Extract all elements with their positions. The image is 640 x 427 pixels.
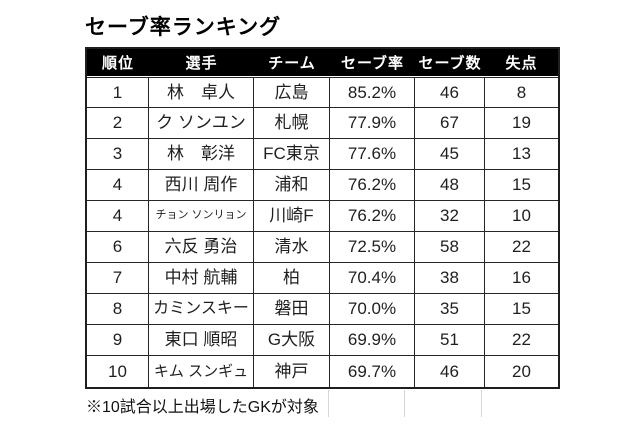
cell-saves: 48 [415,170,485,201]
cell-rank: 9 [87,325,149,356]
cell-rank: 2 [87,108,149,139]
cell-rank: 7 [87,263,149,294]
cell-conceded: 20 [485,356,558,387]
cell-team: 磐田 [254,294,330,325]
header-row: 順位 選手 チーム セーブ率 セーブ数 失点 [87,49,558,77]
table-row: 7 中村 航輔柏 70.4% 38 16 [87,263,558,294]
cell-team: 川崎F [254,201,330,232]
cell-save-rate: 76.2% [330,201,415,232]
cell-rank: 1 [87,77,149,108]
cell-conceded: 22 [485,325,558,356]
column-header-save-rate: セーブ率 [330,49,415,77]
cell-conceded: 8 [485,77,558,108]
cell-save-rate: 77.9% [330,108,415,139]
cell-save-rate: 69.7% [330,356,415,387]
cell-save-rate: 85.2% [330,77,415,108]
cell-saves: 51 [415,325,485,356]
table-row: 6 六反 勇治 清水 72.5% 58 22 [87,232,558,263]
cell-player: 中村 航輔 [149,263,254,294]
table-row: 10 キム スンギュ 神戸 69.7% 46 20 [87,356,558,387]
cell-saves: 35 [415,294,485,325]
cell-rank: 8 [87,294,149,325]
cell-conceded: 15 [485,170,558,201]
cell-saves: 67 [415,108,485,139]
cell-rank: 3 [87,139,149,170]
table-row: 9 東口 順昭 G大阪 69.9% 51 22 [87,325,558,356]
spreadsheet-gridline [328,390,329,417]
cell-conceded: 19 [485,108,558,139]
footnote: ※10試合以上出場したGKが対象 [86,399,319,416]
cell-team: 札幌 [254,108,330,139]
cell-team: G大阪 [254,325,330,356]
spreadsheet-gridline [481,390,482,417]
cell-save-rate: 70.4% [330,263,415,294]
cell-conceded: 22 [485,232,558,263]
spreadsheet-gridline [404,390,405,417]
cell-conceded: 15 [485,294,558,325]
cell-player: キム スンギュ [149,356,254,387]
column-header-team: チーム [254,49,330,77]
cell-player: チョン ソンリョン [149,201,254,232]
cell-conceded: 13 [485,139,558,170]
cell-player: カミンスキー [149,294,254,325]
cell-conceded: 10 [485,201,558,232]
cell-save-rate: 72.5% [330,232,415,263]
column-header-saves: セーブ数 [415,49,485,77]
cell-team: 広島 [254,77,330,108]
cell-player: 林 卓人 [149,77,254,108]
cell-saves: 45 [415,139,485,170]
cell-player: 六反 勇治 [149,232,254,263]
page-title: セーブ率ランキング [85,16,282,39]
column-header-conceded: 失点 [485,49,558,77]
cell-team: 浦和 [254,170,330,201]
table-row: 4 西川 周作 浦和 76.2% 48 15 [87,170,558,201]
cell-rank: 4 [87,170,149,201]
cell-saves: 32 [415,201,485,232]
cell-rank: 6 [87,232,149,263]
cell-player: 東口 順昭 [149,325,254,356]
cell-saves: 46 [415,356,485,387]
cell-player: 西川 周作 [149,170,254,201]
cell-rank: 4 [87,201,149,232]
cell-team: 清水 [254,232,330,263]
cell-save-rate: 69.9% [330,325,415,356]
cell-team: 柏 [254,263,330,294]
column-header-rank: 順位 [87,49,149,77]
cell-saves: 46 [415,77,485,108]
cell-save-rate: 76.2% [330,170,415,201]
cell-save-rate: 77.6% [330,139,415,170]
cell-player: 林 彰洋 [149,139,254,170]
column-header-player: 選手 [149,49,254,77]
table-row: 8 カミンスキー 磐田 70.0% 35 15 [87,294,558,325]
cell-team: FC東京 [254,139,330,170]
cell-save-rate: 70.0% [330,294,415,325]
table-row: 4 チョン ソンリョン 川崎F 76.2% 32 10 [87,201,558,232]
cell-saves: 38 [415,263,485,294]
cell-saves: 58 [415,232,485,263]
cell-conceded: 16 [485,263,558,294]
cell-rank: 10 [87,356,149,387]
cell-player: ク ソンユン [149,108,254,139]
cell-team: 神戸 [254,356,330,387]
